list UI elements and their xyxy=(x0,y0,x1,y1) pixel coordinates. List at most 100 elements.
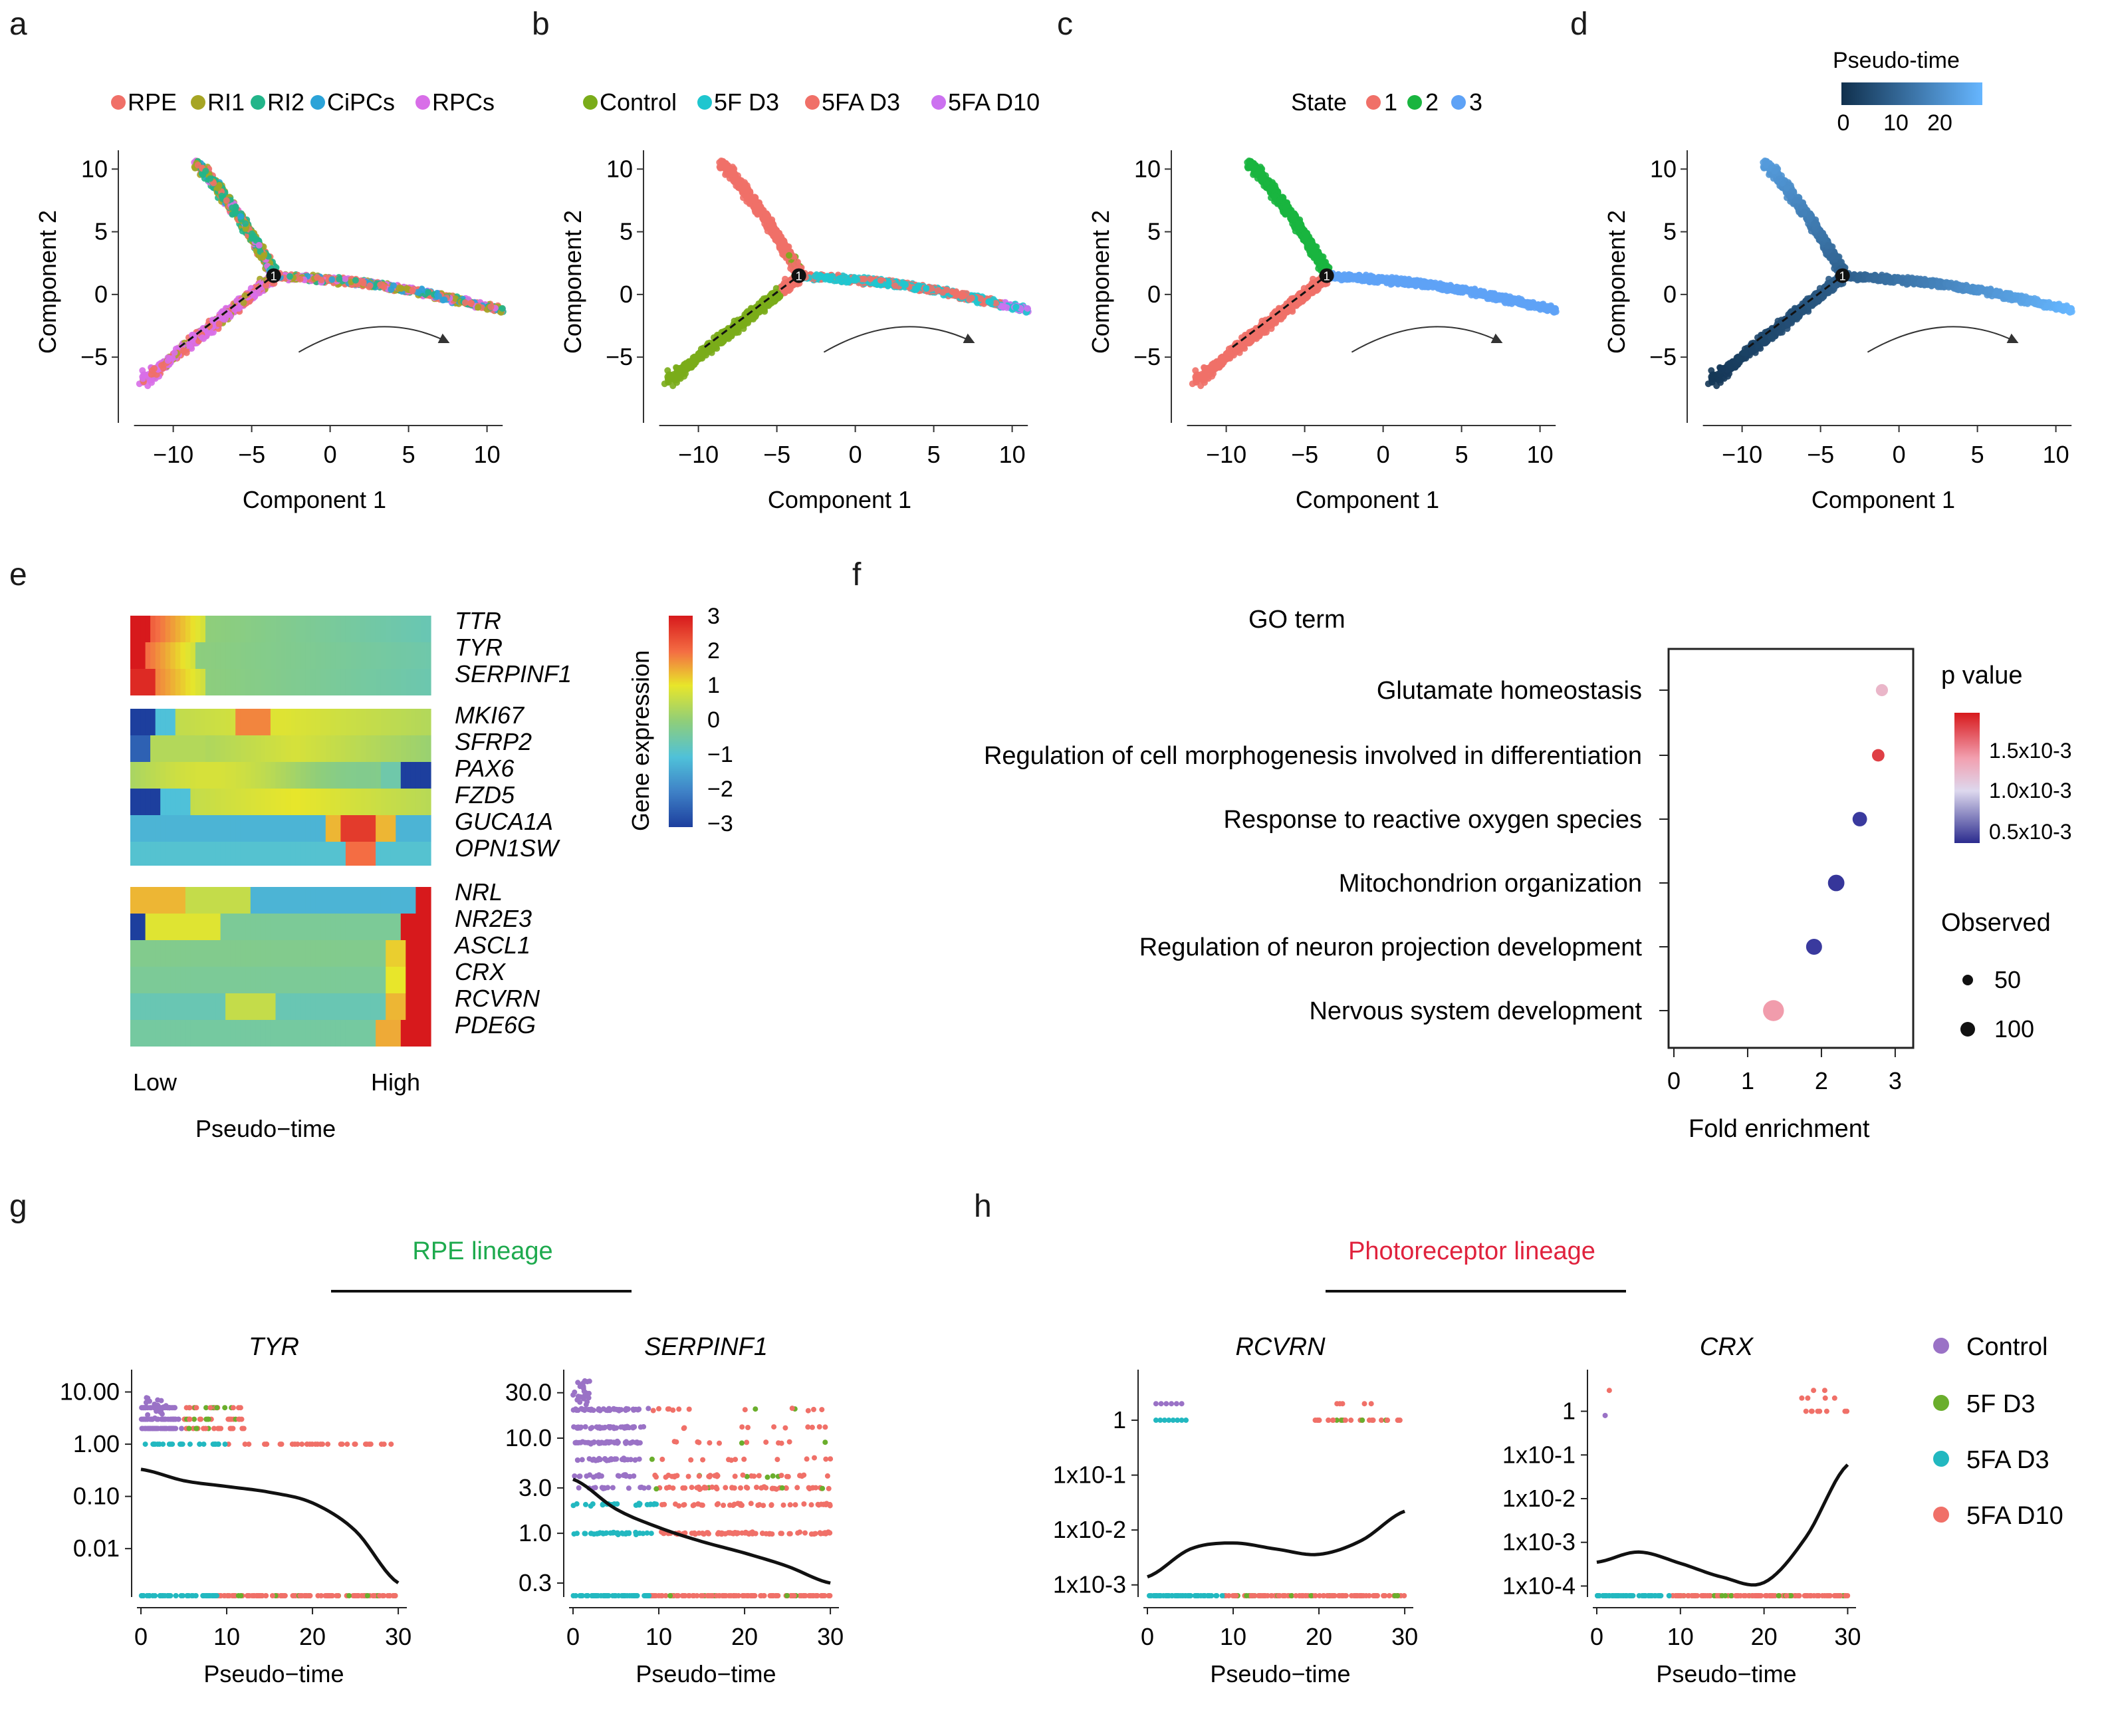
panel-letter-d: d xyxy=(1570,7,1588,42)
x-tick-label: 10 xyxy=(1527,441,1554,468)
cell-point xyxy=(219,315,227,322)
cell-point xyxy=(207,175,214,182)
cell-point xyxy=(287,273,293,280)
cell-point xyxy=(185,342,193,349)
cell-point xyxy=(950,289,957,296)
cell-point xyxy=(812,273,818,280)
trajectory-points xyxy=(661,157,1032,390)
x-tick-label: 10 xyxy=(999,441,1026,468)
panel-letter-h: h xyxy=(974,1189,992,1224)
cell-point xyxy=(148,376,155,384)
y-tick-label: −5 xyxy=(1133,343,1161,370)
cell-point xyxy=(727,168,735,175)
cell-point xyxy=(342,275,349,283)
cell-point xyxy=(475,304,481,311)
cell-point xyxy=(705,347,712,354)
cell-point xyxy=(774,230,780,237)
cell-point xyxy=(934,287,941,294)
cell-point xyxy=(142,371,149,378)
x-axis-label: Component 1 xyxy=(1296,486,1439,513)
panel-letter-f: f xyxy=(852,557,862,592)
cell-point xyxy=(441,296,448,303)
cell-point xyxy=(296,276,304,283)
cell-point xyxy=(390,282,397,289)
cell-point xyxy=(780,241,788,249)
cell-point xyxy=(366,282,374,289)
x-axis-label: Component 1 xyxy=(243,486,386,513)
direction-arrow xyxy=(298,326,450,353)
cell-point xyxy=(179,347,187,354)
cell-point xyxy=(377,281,384,289)
cell-point xyxy=(199,334,206,341)
y-axis-label: Component 2 xyxy=(559,210,586,354)
cell-point xyxy=(786,252,792,259)
y-tick-label: 5 xyxy=(620,218,633,245)
cell-point xyxy=(242,220,249,227)
x-tick-label: −10 xyxy=(153,441,193,468)
cell-point xyxy=(732,175,739,182)
cell-point xyxy=(762,213,769,220)
y-tick-label: 10 xyxy=(81,155,108,182)
cell-point xyxy=(487,303,495,310)
panel-letter-a: a xyxy=(9,7,27,42)
cell-point xyxy=(745,315,752,322)
panel-letters: a b c d e f g h xyxy=(9,7,1588,1224)
cell-point xyxy=(667,371,674,378)
x-tick-label: 5 xyxy=(927,441,941,468)
cell-point xyxy=(676,365,683,372)
x-tick-label: −10 xyxy=(678,441,719,468)
cell-point xyxy=(336,275,343,283)
cell-point xyxy=(499,305,506,312)
cell-point xyxy=(231,209,239,216)
y-tick-label: −5 xyxy=(80,343,108,370)
cell-point xyxy=(683,362,691,369)
cell-point xyxy=(249,230,255,237)
cell-point xyxy=(923,285,930,292)
cell-point xyxy=(673,376,680,384)
cell-point xyxy=(318,277,325,283)
cell-point xyxy=(902,281,909,289)
branch-point-label: 1 xyxy=(271,270,277,283)
cell-point xyxy=(261,252,267,259)
cell-point xyxy=(398,285,405,292)
direction-arrow xyxy=(823,326,975,353)
cell-point xyxy=(885,279,892,287)
x-tick-label: −5 xyxy=(763,441,790,468)
cell-point xyxy=(214,184,221,191)
cell-point xyxy=(158,362,166,369)
cell-point xyxy=(171,349,178,356)
cell-point xyxy=(166,355,174,362)
cell-point xyxy=(724,334,731,341)
cell-point xyxy=(877,277,884,284)
x-tick-label: −10 xyxy=(1206,441,1246,468)
panel-letter-e: e xyxy=(9,557,27,592)
cell-point xyxy=(691,355,699,362)
panel-letter-c: c xyxy=(1057,7,1073,42)
cell-point xyxy=(843,277,850,283)
cell-point xyxy=(961,293,967,300)
y-axis-label: Component 2 xyxy=(1087,210,1114,354)
cell-point xyxy=(151,365,158,372)
x-tick-label: −5 xyxy=(238,441,265,468)
cell-point xyxy=(739,184,747,191)
cell-point xyxy=(987,299,994,307)
y-tick-label: 10 xyxy=(1134,155,1161,182)
panel-letter-g: g xyxy=(9,1189,27,1224)
cell-point xyxy=(328,276,336,283)
y-tick-label: 5 xyxy=(94,218,108,245)
x-tick-label: 0 xyxy=(1377,441,1390,468)
y-tick-label: 5 xyxy=(1147,218,1161,245)
x-tick-label: 0 xyxy=(324,441,337,468)
cell-point xyxy=(360,279,367,287)
trajectory-panels: −10 −5 0 5 10 10 5 0 −5 Component 1 Component 2 1 −1… xyxy=(34,150,2075,513)
cell-point xyxy=(435,293,442,300)
cell-point xyxy=(1024,305,1031,312)
cell-point xyxy=(461,299,469,307)
cell-point xyxy=(733,329,740,336)
cell-point xyxy=(966,296,973,303)
cell-point xyxy=(425,289,432,296)
trajectory-points xyxy=(136,157,507,390)
